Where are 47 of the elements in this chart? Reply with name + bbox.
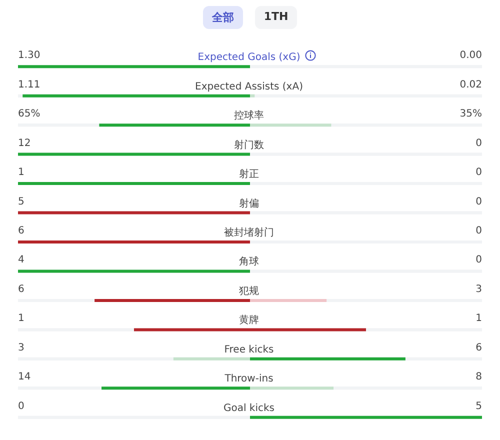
annotation: 0.02 xyxy=(460,79,482,90)
annotation: 1.11 xyxy=(18,79,40,90)
y-tick-label: 犯规 xyxy=(239,284,259,297)
y-tick-label: 被封堵射门 xyxy=(224,226,274,238)
annotation: 1 xyxy=(476,313,482,324)
annotation: 0 xyxy=(476,226,482,236)
bar xyxy=(250,124,332,127)
annotation: 0.00 xyxy=(460,50,482,62)
y-tick-label: 射门数 xyxy=(234,138,264,151)
annotation: 5 xyxy=(476,400,482,412)
text: 全部 xyxy=(202,6,243,29)
annotation: 5 xyxy=(18,196,24,208)
bar xyxy=(250,94,255,98)
y-tick-label: Throw-ins xyxy=(224,374,274,385)
annotation: 0 xyxy=(476,138,482,149)
bar xyxy=(102,386,250,390)
annotation: 3 xyxy=(18,342,24,354)
annotation: 4 xyxy=(18,254,24,266)
y-tick-label: Expected Assists (xA) xyxy=(195,81,304,92)
bar xyxy=(99,124,250,127)
y-tick-label: 射正 xyxy=(239,168,259,180)
annotation: 0 xyxy=(476,196,482,208)
annotation: 3 xyxy=(476,284,482,295)
y-tick-label: 射偏 xyxy=(239,197,259,210)
annotation: 12 xyxy=(18,138,31,149)
bar xyxy=(250,386,334,390)
y-tick-label: 黄牌 xyxy=(239,314,259,326)
annotation: 14 xyxy=(18,372,31,383)
annotation: 8 xyxy=(476,372,482,383)
annotation: 6 xyxy=(18,284,24,295)
annotation: 0 xyxy=(476,254,482,266)
y-tick-label: 角球 xyxy=(239,256,259,268)
y-tick-label: Goal kicks xyxy=(223,402,275,414)
annotation: 1 xyxy=(18,313,24,324)
annotation: 1.30 xyxy=(18,50,40,62)
text: 1TH xyxy=(254,6,298,29)
bar xyxy=(250,298,327,302)
y-tick-label: Expected Goals (xG) xyxy=(198,52,300,64)
y-tick-label: 控球率 xyxy=(234,110,264,122)
annotation: 35% xyxy=(460,108,482,120)
annotation: 6 xyxy=(18,226,24,236)
y-tick-label: Free kicks xyxy=(224,344,274,356)
annotation: 0 xyxy=(476,167,482,178)
annotation: 0 xyxy=(18,400,24,412)
annotation: 65% xyxy=(18,108,40,120)
annotation: 6 xyxy=(476,342,482,354)
annotation: 1 xyxy=(18,167,24,178)
